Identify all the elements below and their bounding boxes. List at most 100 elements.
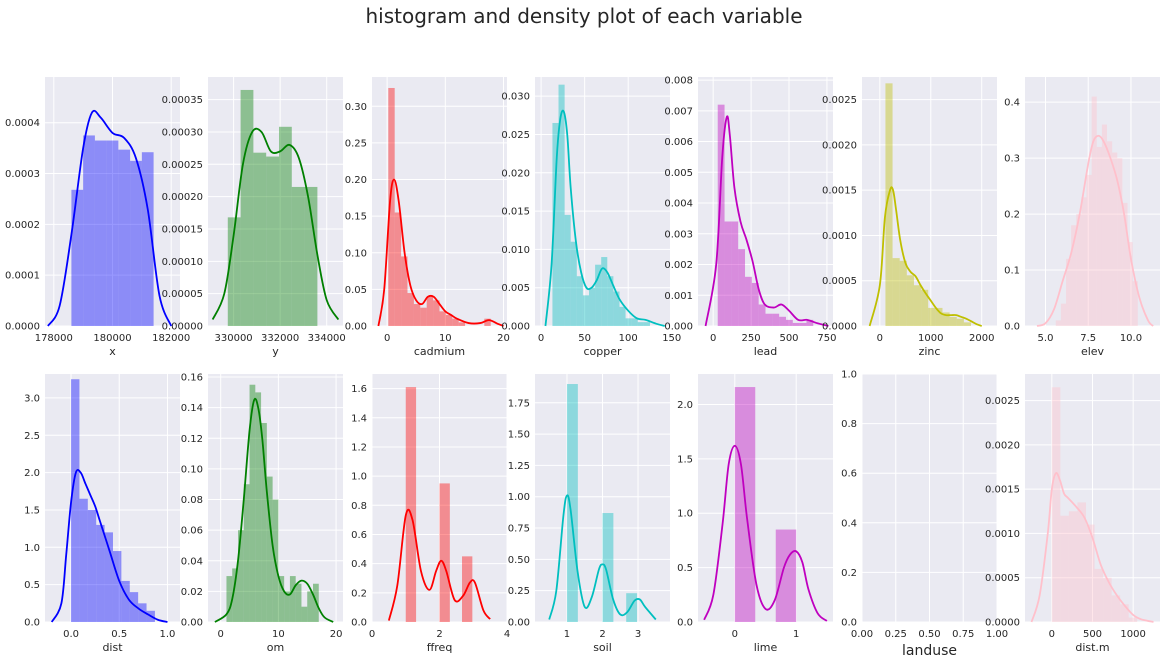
hist-bar — [420, 307, 427, 326]
x-tick-label: 330000 — [215, 333, 253, 344]
y-tick-label: 0.20 — [345, 175, 367, 186]
y-tick-label: 1.2 — [351, 442, 367, 453]
y-tick-label: 0.6 — [841, 469, 857, 480]
x-tick-label: 334000 — [308, 333, 346, 344]
hist-bar — [1066, 258, 1072, 326]
y-tick-label: 0.00 — [181, 618, 203, 629]
x-axis-label: ffreq — [427, 641, 453, 654]
hist-bar — [232, 568, 238, 622]
y-tick-label: 1.25 — [508, 461, 530, 472]
y-tick-label: 0.00015 — [162, 224, 203, 235]
y-tick-label: 1.0 — [677, 509, 693, 520]
y-tick-label: 0.00035 — [162, 95, 203, 106]
y-tick-label: 0.0025 — [822, 95, 857, 106]
y-tick-label: 0.4 — [841, 518, 857, 529]
hist-bar — [295, 583, 302, 622]
y-tick-label: 0.08 — [181, 495, 203, 506]
y-tick-label: 0.3 — [1004, 154, 1020, 165]
hist-bar — [956, 318, 964, 326]
hist-bar — [71, 379, 80, 622]
x-axis-label: cadmium — [414, 345, 465, 358]
hist-bar — [1077, 502, 1086, 622]
y-tick-label: 0.12 — [181, 434, 203, 445]
hist-bar — [765, 313, 773, 326]
hist-bar — [439, 483, 450, 622]
y-tick-label: 0.5 — [677, 563, 693, 574]
x-axis-label: om — [267, 641, 284, 654]
hist-bar — [394, 212, 402, 326]
hist-bar — [717, 104, 725, 327]
y-tick-label: 0.5 — [24, 580, 40, 591]
subplot-dist: 0.0 0.5 1.0 0.0 0.5 1.0 1.5 2.0 2.5 3.0 dist — [24, 374, 180, 654]
hist-bar — [401, 256, 408, 326]
hist-bar — [799, 322, 807, 326]
y-tick-label: 0.25 — [345, 138, 367, 149]
x-axis-label: landuse — [902, 643, 957, 659]
hist-bar — [278, 576, 285, 622]
hist-bar — [1060, 303, 1067, 326]
y-tick-label: 0.030 — [501, 92, 530, 103]
x-tick-label: 150 — [662, 333, 681, 344]
y-tick-label: 0.0001 — [5, 271, 40, 282]
x-tick-label: 2000 — [969, 333, 994, 344]
y-tick-label: 0.04 — [181, 556, 203, 567]
x-tick-label: 1000 — [918, 333, 943, 344]
hist-bar — [439, 311, 446, 326]
x-axis-label: soil — [593, 641, 612, 654]
hist-bar — [255, 392, 262, 622]
y-tick-label: 0.00005 — [162, 289, 203, 300]
hist-bar — [738, 249, 746, 326]
hist-bar — [1128, 617, 1138, 622]
x-tick-label: 10.0 — [1120, 333, 1142, 344]
hist-bar — [643, 322, 650, 326]
y-tick-label: 0.004 — [664, 199, 693, 210]
subplot-elev: 5.0 7.5 10.0 0.0 0.1 0.2 0.3 0.4 elev — [1004, 77, 1160, 358]
hist-bar — [1085, 524, 1095, 622]
y-tick-label: 0.10 — [181, 464, 203, 475]
y-tick-label: 0.14 — [181, 403, 203, 414]
hist-bar — [1101, 124, 1108, 326]
x-tick-label: 0 — [538, 333, 544, 344]
hist-bar — [566, 384, 578, 622]
hist-bar — [758, 304, 766, 326]
hist-bar — [775, 529, 797, 622]
hist-bar — [87, 509, 97, 622]
y-tick-label: 0.4 — [351, 559, 367, 570]
y-tick-label: 0.06 — [181, 526, 203, 537]
y-tick-label: 1.0 — [351, 472, 367, 483]
y-tick-label: 0.10 — [345, 248, 367, 259]
hist-bar — [243, 484, 250, 622]
hist-bar — [301, 606, 308, 622]
plot-area — [372, 77, 507, 326]
y-tick-label: 0.0 — [677, 618, 693, 629]
x-tick-label: 0 — [369, 629, 375, 640]
x-axis-label: x — [109, 345, 116, 358]
hist-bar — [129, 592, 139, 622]
y-tick-label: 0.00010 — [162, 257, 203, 268]
x-tick-label: 0.0 — [63, 629, 79, 640]
y-tick-label: 0.025 — [501, 130, 530, 141]
y-tick-label: 0.0003 — [5, 169, 40, 180]
y-tick-label: 1.0 — [24, 543, 40, 554]
y-tick-label: 0.16 — [181, 373, 203, 384]
y-tick-label: 0.1 — [1004, 266, 1020, 277]
hist-bar — [112, 551, 122, 622]
x-tick-label: 4 — [504, 629, 510, 640]
y-tick-label: 0.005 — [664, 168, 693, 179]
hist-bar — [1111, 595, 1121, 622]
y-tick-label: 1.6 — [351, 384, 367, 395]
subplot-copper: 0 50 100 150 0.000 0.005 0.010 0.015 0.020 0.025 0… — [501, 77, 681, 358]
hist-bar — [928, 307, 936, 326]
hist-bar — [405, 387, 417, 622]
y-tick-label: 0.006 — [664, 137, 693, 148]
hist-bar — [458, 322, 466, 326]
subplot-y: 330000 332000 334000 0.00000 0.00005 0.00010 0… — [162, 77, 346, 358]
y-tick-label: 0.0015 — [985, 485, 1020, 496]
subplot-lime: 0 1 0.0 0.5 1.0 1.5 2.0 lime — [677, 374, 833, 654]
hist-bar — [141, 152, 154, 326]
figure-title: histogram and density plot of each varia… — [365, 4, 803, 28]
hist-bar — [79, 498, 88, 622]
hist-bar — [892, 258, 900, 326]
subplot-soil: 1 2 3 0.00 0.25 0.50 0.75 1.00 1.25 1.50 1.75 soil — [508, 374, 670, 654]
y-tick-label: 0.020 — [501, 168, 530, 179]
